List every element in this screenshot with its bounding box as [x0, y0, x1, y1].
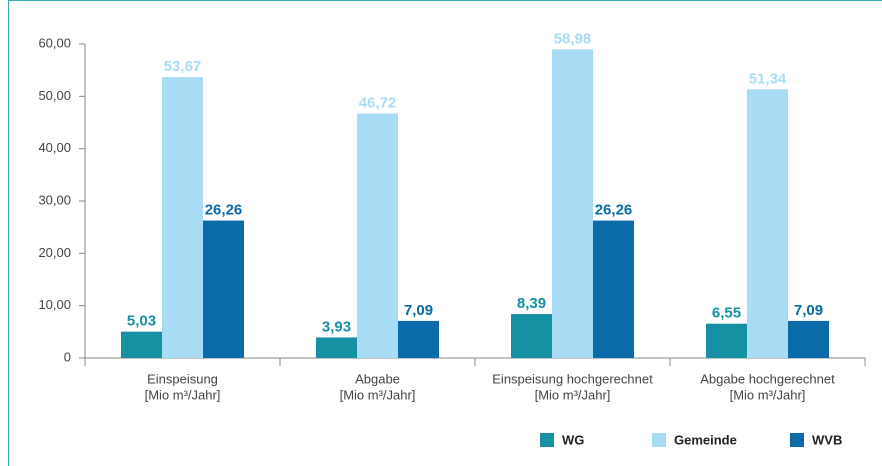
legend-label: WG	[562, 432, 584, 447]
value-label: 5,03	[127, 313, 156, 330]
x-tick-label: [Mio m³/Jahr]	[340, 387, 416, 402]
bar	[203, 220, 244, 358]
bar	[511, 314, 552, 358]
y-tick-label: 10,00	[38, 297, 71, 312]
frame	[8, 0, 882, 466]
value-label: 26,26	[205, 202, 243, 219]
value-label: 6,55	[712, 305, 741, 322]
x-tick-label: Einspeisung	[147, 371, 218, 386]
value-label: 3,93	[322, 318, 351, 335]
x-tick-label: Einspeisung hochgerechnet	[492, 371, 653, 386]
y-tick-label: 0	[64, 349, 71, 364]
bar	[398, 320, 439, 358]
legend-label: Gemeinde	[674, 432, 737, 447]
x-tick-label: Abgabe hochgerechnet	[700, 371, 835, 386]
value-label: 51,34	[749, 70, 787, 87]
bar	[747, 89, 788, 358]
bar	[121, 331, 162, 358]
legend-swatch	[790, 433, 804, 447]
x-tick-label: [Mio m³/Jahr]	[145, 387, 221, 402]
legend-swatch	[652, 433, 666, 447]
bar	[706, 323, 747, 358]
y-tick-label: 30,00	[38, 192, 71, 207]
bar	[162, 77, 203, 358]
bar	[593, 220, 634, 358]
bar	[357, 113, 398, 359]
bar	[316, 337, 357, 358]
value-label: 7,09	[404, 302, 433, 319]
y-tick-label: 20,00	[38, 245, 71, 260]
value-label: 53,67	[164, 58, 202, 75]
y-tick-label: 60,00	[38, 35, 71, 50]
y-tick-label: 50,00	[38, 88, 71, 103]
x-tick-label: [Mio m³/Jahr]	[730, 387, 806, 402]
value-label: 8,39	[517, 295, 546, 312]
x-tick-label: [Mio m³/Jahr]	[535, 387, 611, 402]
bar	[552, 49, 593, 358]
legend-swatch	[540, 433, 554, 447]
x-tick-label: Abgabe	[355, 371, 400, 386]
y-tick-label: 40,00	[38, 140, 71, 155]
legend-label: WVB	[812, 432, 842, 447]
value-label: 58,98	[554, 30, 592, 47]
value-label: 7,09	[794, 302, 823, 319]
bar	[788, 320, 829, 358]
value-label: 26,26	[595, 202, 633, 219]
value-label: 46,72	[359, 94, 397, 111]
